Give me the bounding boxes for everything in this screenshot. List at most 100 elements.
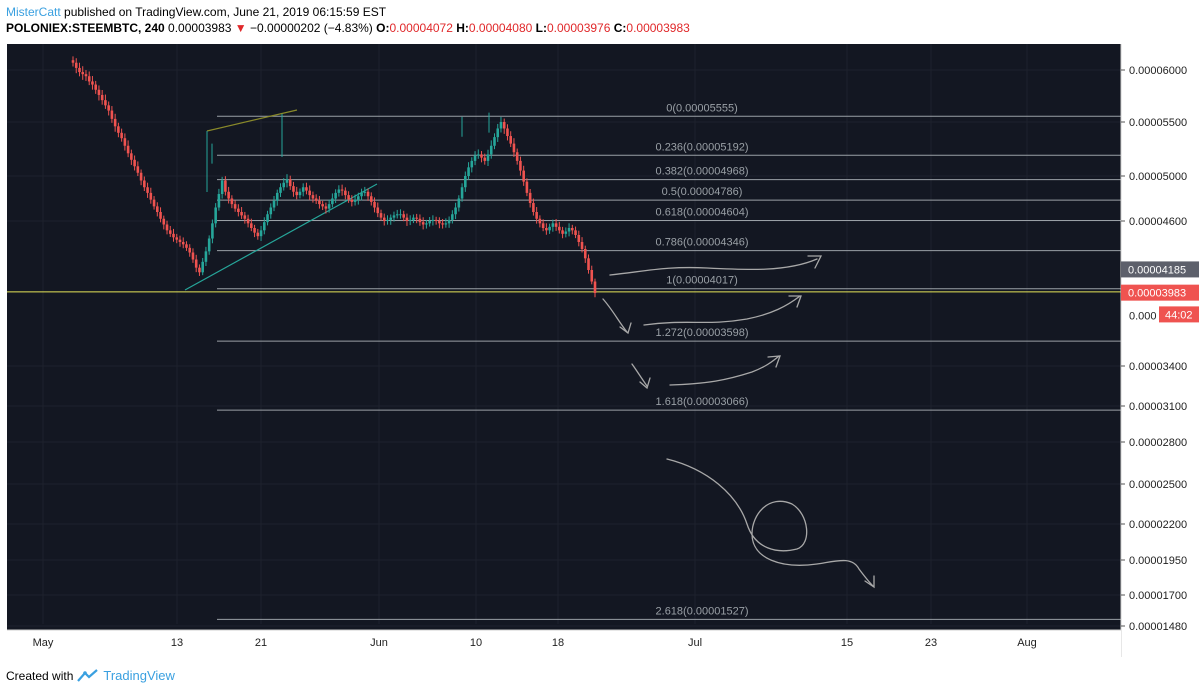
path-up-2-head [788, 295, 802, 308]
price-badge-text-1: 0.00003983 [1128, 288, 1186, 300]
fib-label-1.272: 1.272(0.00003598) [656, 327, 749, 339]
path-up-2-arrow [643, 295, 801, 326]
candle-body [515, 152, 519, 161]
candle-body [386, 219, 389, 221]
candle-body [353, 199, 357, 202]
candle-body [237, 208, 240, 212]
time-tick-label: May [33, 637, 54, 649]
candle-body [554, 223, 558, 227]
candle-body [418, 218, 422, 223]
candle-body [441, 223, 444, 225]
price-change: −0.00000202 (−4.83%) [250, 21, 373, 35]
created-with-label: Created with [6, 668, 74, 683]
candle-body [292, 186, 295, 192]
candle-body [493, 137, 496, 146]
candle-body [460, 187, 464, 199]
candle-body [74, 62, 78, 68]
candle-body [227, 191, 230, 199]
candle-body [123, 138, 127, 146]
candle-body [181, 242, 185, 245]
candle-body [217, 194, 221, 208]
chart-area[interactable]: 0(0.00005555) 0.236(0.00005192) 0.382(0.00… [7, 44, 1199, 657]
candles [71, 56, 597, 298]
candle-body [502, 122, 506, 129]
candle-body [149, 192, 153, 200]
candle-body [84, 74, 88, 77]
candle-body [473, 155, 477, 161]
loop-down-arrow [666, 458, 874, 587]
candle-body [382, 217, 386, 221]
fib-label-0.382: 0.382(0.00004968) [656, 166, 749, 178]
candle-body [272, 200, 276, 208]
fib-label-2.618: 2.618(0.00001527) [656, 605, 749, 617]
candle-body [133, 159, 136, 167]
candle-body [334, 192, 337, 199]
candle-body [509, 136, 513, 144]
time-tick-label: 15 [841, 637, 853, 649]
symbol-line: POLONIEX:STEEMBTC, 240 0.00003983 ▼ −0.0… [6, 20, 690, 36]
candle-body [451, 214, 454, 220]
candle-body [350, 199, 354, 202]
candle-body [535, 212, 538, 219]
time-tick-label: 18 [552, 637, 564, 649]
candle-body [577, 235, 581, 242]
candle-body [305, 187, 308, 191]
candle-body [211, 223, 214, 239]
author-link[interactable]: MisterCatt [6, 5, 61, 19]
open-value: 0.00004072 [389, 21, 453, 35]
price-tick-label: 0.00006000 [1129, 65, 1187, 77]
time-tick-label: 23 [925, 637, 937, 649]
tradingview-logo-icon[interactable] [77, 668, 99, 683]
candle-body [120, 132, 123, 139]
last-price: 0.00003983 [168, 21, 232, 35]
candle-body [399, 214, 402, 216]
candle-body [425, 223, 428, 225]
price-tick-label: 0.00002200 [1129, 519, 1187, 531]
price-axis-bg [1121, 44, 1199, 657]
loop-down-head [864, 575, 875, 589]
candle-body [415, 217, 418, 219]
candle-body [464, 176, 467, 188]
candle-body [483, 157, 487, 161]
publish-line: MisterCatt published on TradingView.com,… [6, 4, 690, 20]
candle-body [275, 192, 279, 201]
candle-body [571, 228, 574, 231]
candle-body [373, 201, 376, 208]
publish-info: published on TradingView.com, June 21, 2… [64, 5, 387, 19]
candle-body [590, 270, 594, 282]
candle-body [318, 200, 321, 205]
candle-body [159, 212, 162, 219]
candle-body [250, 223, 253, 228]
candle-body [538, 218, 542, 224]
path-up-1-arrow [609, 258, 818, 276]
drop-2-head [639, 377, 651, 390]
candle-body [347, 195, 350, 200]
drawings [7, 109, 1121, 293]
candle-body [331, 198, 334, 205]
candle-body [81, 72, 85, 75]
candle-body [480, 154, 483, 158]
candle-body [457, 198, 461, 208]
candle-body [314, 198, 318, 201]
fib-label-1: 1(0.00004017) [666, 275, 738, 287]
tradingview-brand-link[interactable]: TradingView [103, 668, 175, 683]
price-badge-2 [1159, 306, 1199, 323]
candle-body [522, 170, 525, 182]
candle-body [428, 221, 431, 224]
time-tick-label: 21 [255, 637, 267, 649]
candle-body [454, 207, 457, 215]
candle-body [545, 228, 548, 231]
drop-1-arrow [602, 298, 628, 333]
candle-body [256, 232, 260, 237]
candle-body [191, 252, 195, 260]
price-tick-label: 0.00003100 [1129, 401, 1187, 413]
candle-body [438, 221, 441, 224]
price-tick-label: 0.00003400 [1129, 361, 1187, 373]
price-chart[interactable]: 0(0.00005555) 0.236(0.00005192) 0.382(0.00… [7, 44, 1199, 657]
candle-body [246, 218, 250, 224]
candle-body [344, 190, 347, 196]
fib-label-0.786: 0.786(0.00004346) [656, 237, 749, 249]
candle-body [139, 172, 143, 181]
candle-body [412, 217, 415, 220]
candle-body [178, 239, 182, 242]
